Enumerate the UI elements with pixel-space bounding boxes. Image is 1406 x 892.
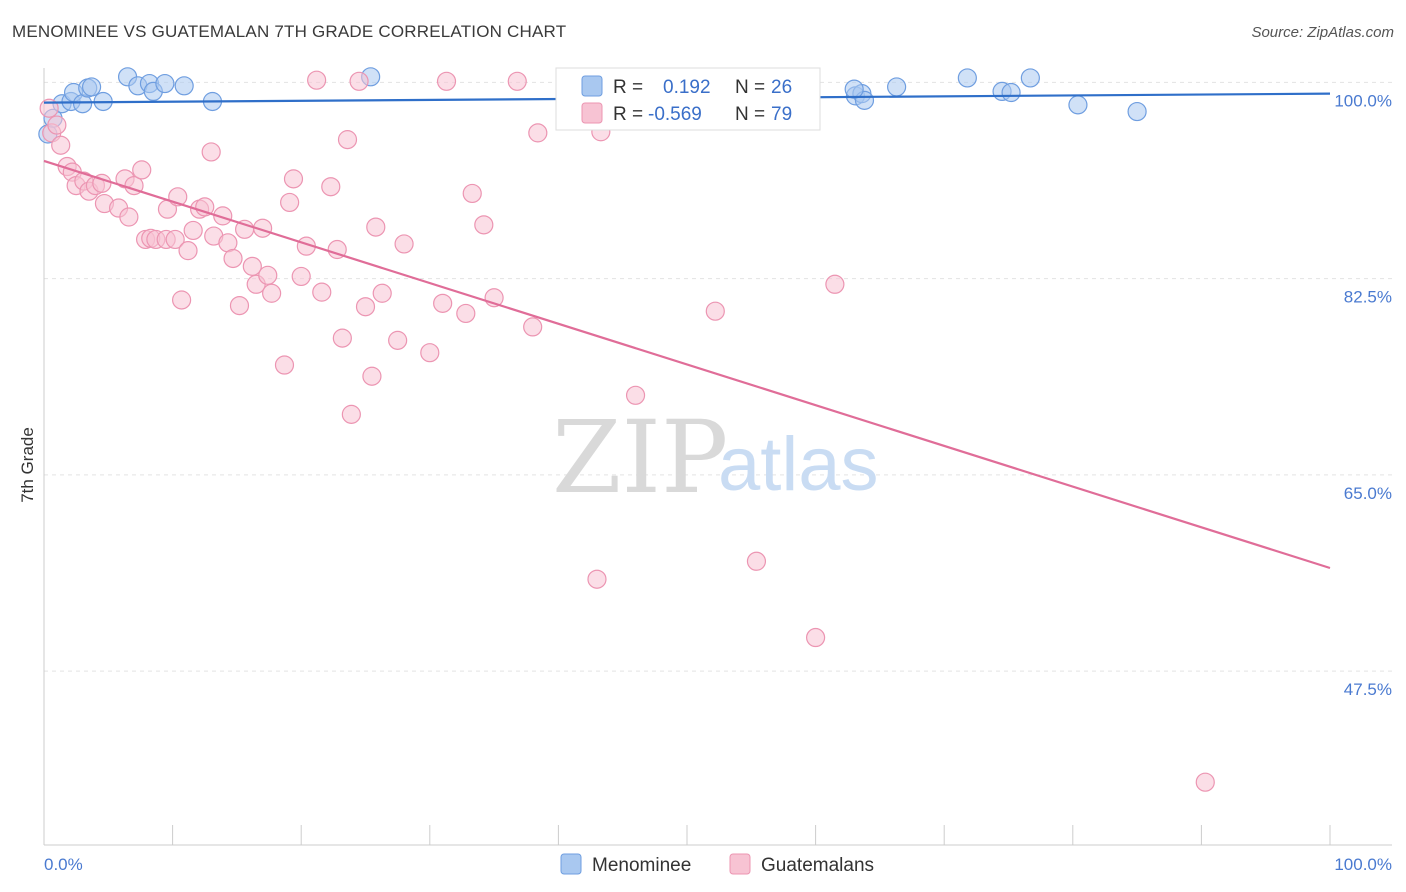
- legend-guatemalan-r-value: -0.569: [648, 104, 702, 125]
- data-point-guatemalan: [178, 241, 198, 261]
- data-point-guatemalan: [332, 328, 352, 348]
- data-point-guatemalan: [625, 385, 646, 405]
- data-point-menominee: [957, 68, 977, 88]
- data-point-guatemalan: [362, 366, 382, 386]
- correlation-legend: R = 0.192 N = 26 R = -0.569 N = 79: [555, 67, 821, 131]
- data-point-guatemalan: [355, 297, 376, 317]
- y-tick-label: 82.5%: [1344, 288, 1392, 307]
- chart-title: MENOMINEE VS GUATEMALAN 7TH GRADE CORREL…: [12, 22, 567, 41]
- chart-source: Source: ZipAtlas.com: [1251, 24, 1394, 41]
- trend-line-guatemalan: [43, 159, 1331, 570]
- data-point-guatemalan: [262, 283, 282, 303]
- ticks-layer: 47.5% 65.0% 82.5% 100.0% 0.0% 100.0%: [44, 91, 1392, 874]
- data-point-guatemalan: [705, 301, 725, 321]
- legend-swatch-menominee: [581, 75, 603, 97]
- watermark-atlas: atlas: [718, 422, 879, 507]
- data-point-guatemalan: [307, 70, 327, 90]
- data-point-menominee: [844, 79, 864, 99]
- data-point-guatemalan: [507, 71, 527, 91]
- data-point-guatemalan: [394, 234, 414, 254]
- legend-menominee-r-label: R =: [613, 77, 643, 98]
- legend-menominee-r-value: 0.192: [663, 77, 711, 98]
- data-point-guatemalan: [213, 206, 233, 226]
- watermark: ZIP atlas: [552, 399, 879, 516]
- data-point-guatemalan: [474, 215, 494, 235]
- data-point-guatemalan: [341, 404, 361, 424]
- data-point-guatemalan: [349, 71, 369, 91]
- bottom-legend-swatch-menominee: [560, 853, 582, 875]
- data-point-guatemalan: [420, 343, 440, 363]
- data-point-guatemalan: [172, 290, 192, 310]
- data-point-guatemalan: [388, 330, 408, 350]
- data-point-guatemalan: [337, 130, 358, 150]
- data-point-menominee: [174, 76, 194, 96]
- data-point-menominee: [155, 73, 175, 94]
- y-axis-label: 7th Grade: [18, 427, 37, 503]
- data-point-guatemalan: [291, 266, 311, 287]
- data-point-guatemalan: [433, 293, 453, 313]
- data-point-guatemalan: [366, 217, 386, 237]
- data-point-menominee: [1001, 82, 1021, 103]
- x-tick-label: 100.0%: [1334, 855, 1392, 874]
- data-point-guatemalan: [372, 283, 392, 303]
- y-tick-label: 47.5%: [1344, 680, 1392, 699]
- data-point-guatemalan: [283, 169, 304, 189]
- data-point-guatemalan: [523, 317, 543, 337]
- y-tick-label: 100.0%: [1334, 91, 1392, 110]
- data-point-guatemalan: [229, 295, 250, 316]
- x-tick-label: 0.0%: [44, 855, 83, 874]
- data-point-guatemalan: [456, 303, 476, 324]
- data-point-guatemalan: [132, 160, 152, 180]
- series-legend: Menominee Guatemalans: [560, 853, 874, 876]
- data-point-guatemalan: [528, 123, 548, 143]
- watermark-zip: ZIP: [552, 399, 728, 516]
- data-point-guatemalan: [223, 248, 243, 269]
- data-point-guatemalan: [436, 71, 457, 91]
- data-point-guatemalan: [242, 256, 262, 276]
- legend-menominee-n-label: N =: [735, 77, 765, 98]
- data-point-guatemalan: [321, 177, 341, 197]
- data-point-guatemalan: [1195, 772, 1215, 792]
- data-point-guatemalan: [274, 355, 295, 375]
- y-tick-label: 65.0%: [1344, 484, 1392, 503]
- data-point-guatemalan: [47, 115, 67, 135]
- data-point-guatemalan: [587, 569, 607, 589]
- bottom-legend-guatemalans: Guatemalans: [761, 855, 874, 876]
- bottom-legend-menominee: Menominee: [592, 855, 691, 876]
- data-point-guatemalan: [119, 207, 139, 227]
- grid-layer: [44, 81, 1392, 672]
- points-layer: [38, 67, 1215, 792]
- data-point-guatemalan: [201, 142, 221, 162]
- legend-menominee-n-value: 26: [771, 77, 792, 98]
- data-point-guatemalan: [825, 274, 845, 294]
- legend-swatch-guatemalan: [581, 102, 603, 124]
- data-point-guatemalan: [312, 282, 332, 302]
- data-point-guatemalan: [805, 627, 826, 648]
- data-point-menominee: [1127, 101, 1147, 122]
- data-point-menominee: [887, 77, 907, 97]
- data-point-guatemalan: [280, 192, 300, 213]
- legend-guatemalan-r-label: R =: [613, 104, 643, 125]
- data-point-menominee: [1068, 95, 1088, 115]
- data-point-guatemalan: [165, 229, 185, 250]
- data-point-menominee: [81, 77, 102, 97]
- data-point-guatemalan: [39, 98, 59, 118]
- data-point-guatemalan: [258, 265, 278, 285]
- data-point-guatemalan: [746, 551, 767, 571]
- axes-layer: [43, 68, 1392, 846]
- data-point-guatemalan: [51, 135, 71, 155]
- data-point-guatemalan: [183, 220, 203, 241]
- legend-guatemalan-n-value: 79: [771, 104, 792, 125]
- bottom-legend-swatch-guatemalans: [729, 853, 751, 875]
- data-point-guatemalan: [462, 183, 482, 204]
- legend-guatemalan-n-label: N =: [735, 104, 765, 125]
- data-point-menominee: [1020, 68, 1040, 88]
